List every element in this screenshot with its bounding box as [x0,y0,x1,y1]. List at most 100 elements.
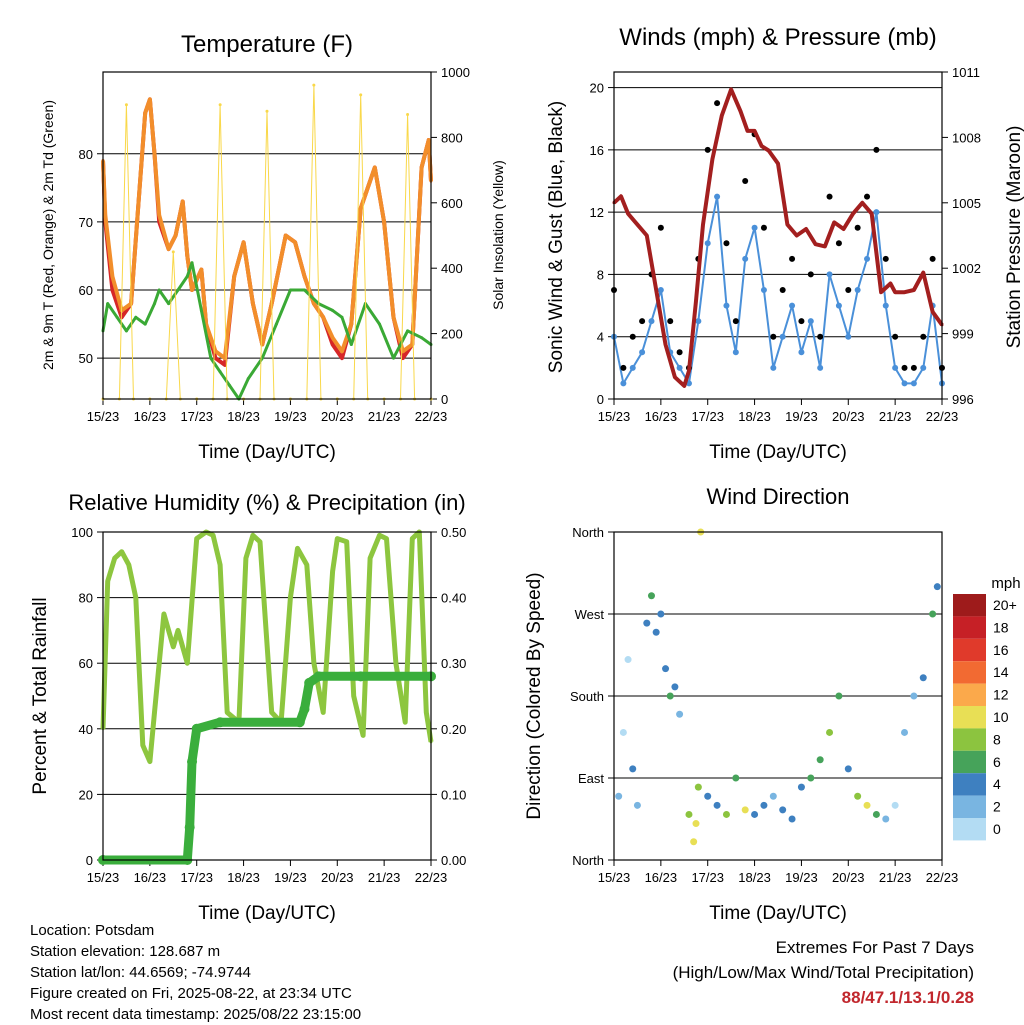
x-tick-label: 19/23 [274,409,307,424]
series-9m-t-point [242,240,246,244]
y-right-tick-label: 996 [952,392,974,407]
x-tick-label: 20/23 [832,870,865,885]
direction-point [863,801,871,809]
series-2m-td-point [420,336,424,340]
colorbar-unit: mph [991,575,1020,592]
series-gust-point [779,287,786,293]
series-gust-point [620,364,627,371]
x-tick-label: 22/23 [926,409,959,424]
series-relative-humidity-point [335,537,339,541]
series-2m-t-point [401,356,405,360]
series-gust-point [714,100,721,107]
series-total-rainfall-point [191,723,202,734]
series-2m-td-line [101,261,432,401]
y-right-tick-label: 0.50 [441,525,466,540]
series-9m-t-point [185,254,189,258]
direction-point [835,692,843,700]
direction-point [933,583,941,591]
y-right-tick-label: 0 [441,392,448,407]
series-relative-humidity-point [361,733,365,737]
series-station-pressure-point [893,290,897,294]
series-relative-humidity-point [195,537,199,541]
colorbar-label: 6 [993,754,1001,770]
colorbar-swatch [953,818,986,841]
series-gust-point [760,224,767,231]
colorbar-swatch [953,728,986,751]
y-tick-label: 12 [590,205,604,220]
y-right-tick-label: 200 [441,327,463,342]
series-gust-point [789,255,796,262]
x-tick-label: 22/23 [415,870,448,885]
series-9m-t-point [103,213,107,217]
series-9m-t-point [190,288,194,292]
series-relative-humidity-point [113,556,117,560]
y-right-tick-label: 0.40 [441,591,466,606]
series-relative-humidity-line [100,529,434,765]
extremes-box: Extremes For Past 7 Days (High/Low/Max W… [673,935,974,1010]
x-tick-label: 15/23 [87,870,120,885]
series-gust-point [676,349,683,356]
series-solar-insolation-point [218,103,222,107]
y-tick-label: North [572,525,604,540]
extremes-values: 88/47.1/13.1/0.28 [841,988,974,1007]
direction-point [647,592,655,600]
series-relative-humidity-point [258,540,262,544]
series-2m-td-point [218,370,222,374]
speed-colorbar: mph 20+ 18 16 14 12 10 8 6 4 2 0 [953,575,1021,841]
series-gust-point [817,333,824,340]
series-total-rainfall-point [355,671,366,682]
series-station-pressure-point [746,129,750,133]
series-relative-humidity-point [352,694,356,698]
series-gust-point [657,224,664,231]
series-relative-humidity-point [153,710,157,714]
series-solar-insolation-point [265,109,269,113]
x-tick-label: 20/23 [321,870,354,885]
x-tick-label: 16/23 [134,870,167,885]
plot-frame [613,71,943,400]
y-tick-label: 16 [590,143,604,158]
info-location: Location: Potsdam [30,922,155,939]
series-gust-point [704,146,711,153]
series-station-pressure-point [879,290,883,294]
series-station-pressure-point [635,223,639,227]
series-total-rainfall-point [299,704,310,715]
series-2m-td-point [392,356,396,360]
y-right-tick-label: 0.00 [441,853,466,868]
y-tick-label: East [578,771,604,786]
series-station-pressure-point [687,369,691,373]
series-sonic-wind-line [613,196,943,387]
series-solar-insolation-point [312,83,316,87]
x-tick-label: 22/23 [415,409,448,424]
series-relative-humidity-point [134,596,138,600]
series-station-pressure-point [767,148,771,152]
x-tick-label: 20/23 [832,409,865,424]
direction-point [643,619,651,627]
y-right-tick-label: 600 [441,196,463,211]
series-total-rainfall-point [187,756,198,767]
series-9m-t-point [284,234,288,237]
winds-panel: Winds (mph) & Pressure (mb) Time (Day/UT… [546,24,1024,463]
series-station-pressure-point [682,384,686,388]
series-station-pressure-point [804,227,808,231]
x-tick-label: 17/23 [180,870,213,885]
series-relative-humidity-point [148,760,152,764]
series-station-pressure-point [710,157,714,161]
colorbar-label: 14 [993,664,1009,680]
series-2m-t-point [213,356,217,360]
series-solar-insolation-point [359,93,363,97]
series-station-pressure-point [776,162,780,166]
direction-point [652,628,660,636]
series-station-pressure-point [823,244,827,248]
series-relative-humidity-point [127,563,131,567]
direction-point [807,774,815,782]
series-2m-t-point [331,343,335,346]
series-9m-t-point [302,274,306,278]
series-relative-humidity-point [225,710,229,714]
y-right-tick-label: 1002 [952,261,981,276]
temperature-ylabel-right: Solar Insolation (Yellow) [490,160,506,310]
winds-ylabel-right: Station Pressure (Maroon) [1004,126,1024,349]
x-tick-label: 19/23 [274,870,307,885]
series-9m-t-point [340,349,344,353]
series-station-pressure-point [912,288,916,292]
